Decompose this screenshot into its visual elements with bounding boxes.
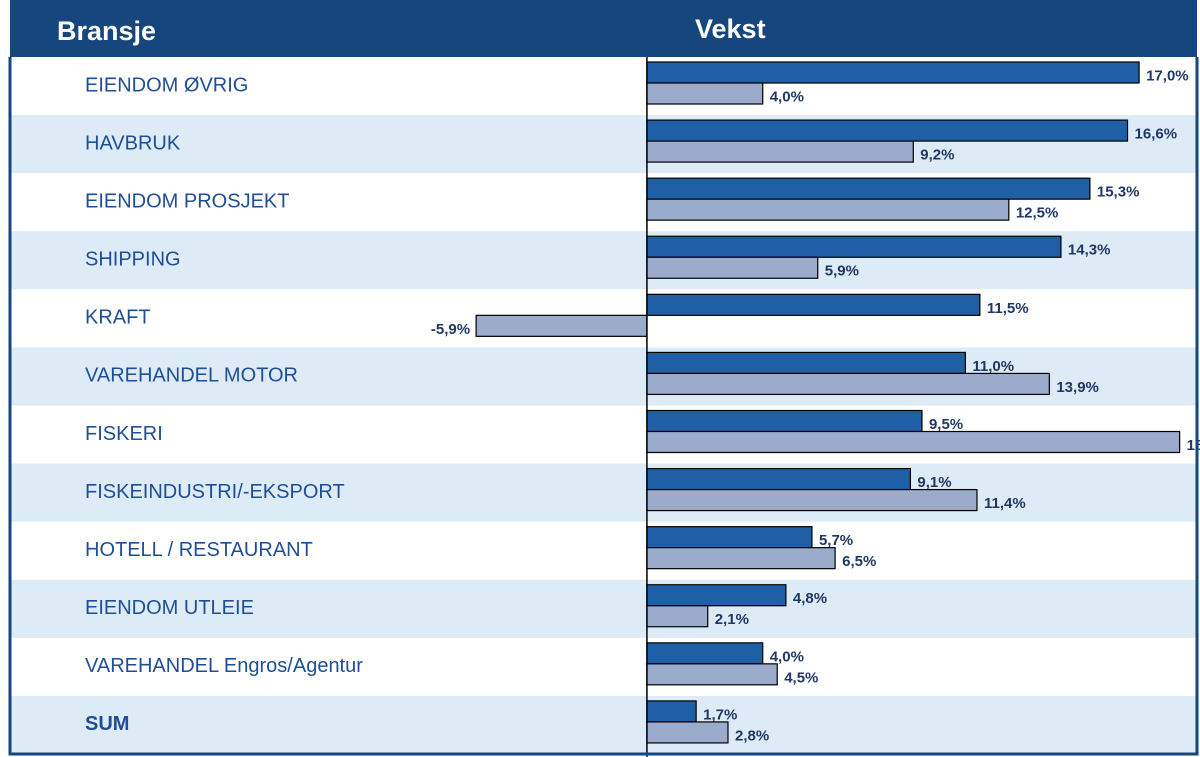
value-header: Vekst: [695, 14, 766, 44]
value-label: 11,4%: [984, 495, 1026, 512]
bar: [646, 235, 1062, 258]
value-label: 2,1%: [715, 611, 749, 628]
category-label: EIENDOM ØVRIG: [85, 74, 248, 96]
value-label: 5,7%: [819, 532, 853, 549]
value-label: 15,3%: [1097, 184, 1140, 201]
bar: [646, 526, 813, 549]
bar: [646, 82, 764, 105]
value-label: 11,0%: [972, 358, 1014, 375]
value-label: 16,6%: [1135, 126, 1178, 143]
value-label: -5,9%: [431, 321, 470, 338]
bar: [646, 467, 911, 491]
bar: [646, 409, 923, 433]
bar: [475, 314, 648, 337]
row-band: [10, 695, 1197, 754]
row-band: [10, 463, 1197, 522]
bar: [646, 177, 1091, 200]
value-label: 17,0%: [1146, 67, 1189, 84]
value-label: 9,2%: [920, 147, 954, 164]
value-label: 1,7%: [703, 706, 737, 723]
bar: [646, 119, 1129, 142]
category-label: FISKEINDUSTRI/-EKSPORT: [85, 481, 345, 503]
category-label: FISKERI: [85, 423, 163, 445]
category-label: HAVBRUK: [85, 132, 181, 154]
value-label: 9,1%: [917, 474, 951, 491]
bar: [646, 605, 709, 628]
category-label: SUM: [85, 713, 129, 735]
bar: [646, 430, 1181, 454]
category-label: KRAFT: [85, 307, 151, 329]
bar: [646, 547, 836, 570]
value-label: 14,3%: [1068, 242, 1111, 259]
bar: [646, 293, 981, 316]
bar: [646, 642, 764, 665]
bar: [646, 721, 729, 744]
bar: [646, 256, 819, 279]
value-label: 13,9%: [1056, 379, 1099, 396]
category-label: EIENDOM PROSJEKT: [85, 190, 289, 212]
category-label: EIENDOM UTLEIE: [85, 597, 254, 619]
header-bar: [10, 0, 1197, 57]
bar: [646, 372, 1050, 396]
row-band: [10, 579, 1197, 638]
value-label: 4,5%: [784, 669, 818, 686]
value-label: 4,0%: [770, 648, 804, 665]
bar: [646, 584, 787, 607]
value-label: 9,5%: [929, 416, 963, 433]
category-label: SHIPPING: [85, 249, 181, 271]
bar: [646, 663, 778, 686]
value-label: 5,9%: [825, 263, 859, 280]
bar: [646, 198, 1010, 221]
category-header: Bransje: [57, 16, 156, 46]
bar: [646, 140, 914, 163]
bar: [646, 351, 966, 375]
category-label: HOTELL / RESTAURANT: [85, 539, 313, 561]
value-label: 4,8%: [793, 590, 827, 607]
value-label: 6,5%: [842, 553, 876, 570]
value-label: 2,8%: [735, 727, 769, 744]
category-label: VAREHANDEL Engros/Agentur: [85, 655, 363, 677]
value-label: 11,5%: [987, 300, 1029, 317]
bar: [646, 61, 1140, 84]
value-label: 4,0%: [770, 88, 804, 105]
category-label: VAREHANDEL MOTOR: [85, 365, 298, 387]
value-label: 12,5%: [1016, 205, 1059, 222]
frame: [8, 57, 1199, 756]
bar: [646, 700, 697, 723]
bar: [646, 488, 978, 512]
